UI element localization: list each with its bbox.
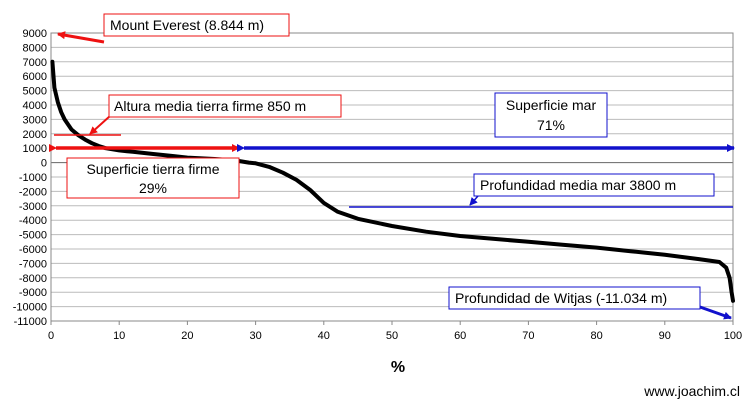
everest-arrow [57,31,105,44]
y-tick-label: -5000 [19,230,47,242]
x-tick-label: 30 [249,330,261,342]
witjas-label: Profundidad de Witjas (-11.034 m) [448,286,701,310]
y-tick-label: 5000 [23,86,47,98]
sea-surface-label: Superficie mar 71% [494,92,608,138]
sea-mean-arrow [469,195,479,206]
y-tick-label: -6000 [19,244,47,256]
x-tick-label: 90 [659,330,671,342]
land-mean-arrow [89,115,111,135]
y-tick-label: 7000 [23,57,47,69]
y-tick-label: 0 [41,158,47,170]
y-tick-label: -8000 [19,273,47,285]
x-axis-label: % [391,359,405,376]
everest-label: Mount Everest (8.844 m) [103,13,290,37]
x-tick-label: 80 [590,330,602,342]
y-tick-label: -2000 [19,186,47,198]
x-tick-label: 0 [48,330,54,342]
svg-text:Superficie tierra firme: Superficie tierra firme [86,161,219,177]
sea-mean-label: Profundidad media mar 3800 m [473,173,715,197]
svg-text:Superficie mar: Superficie mar [506,97,597,113]
credit: www.joachim.cl [643,383,740,399]
svg-text:Mount Everest (8.844 m): Mount Everest (8.844 m) [110,17,264,33]
y-tick-label: 6000 [23,71,47,83]
svg-text:71%: 71% [537,117,565,133]
y-tick-labels: 9000 8000 7000 6000 5000 4000 3000 2000 1000 0 -10… [13,28,47,328]
svg-text:Profundidad media mar 3800 m: Profundidad media mar 3800 m [480,177,676,193]
y-tick-label: -9000 [19,287,47,299]
x-tick-label: 40 [318,330,330,342]
y-tick-label: 9000 [23,28,47,40]
svg-text:Profundidad de Witjas (-11.034: Profundidad de Witjas (-11.034 m) [455,290,667,306]
y-tick-label: 2000 [23,129,47,141]
svg-text:Altura media tierra firme 850: Altura media tierra firme 850 m [114,98,306,114]
y-tick-label: 3000 [23,114,47,126]
y-tick-label: 8000 [23,42,47,54]
witjas-arrow [699,305,732,320]
y-tick-label: -3000 [19,201,47,213]
y-tick-label: -10000 [13,302,47,314]
land-mean-label: Altura media tierra firme 850 m [108,94,342,118]
y-tick-label: -4000 [19,215,47,227]
y-tick-label: -1000 [19,172,47,184]
x-tick-labels: 0 10 20 30 40 50 60 70 80 90 100 [48,321,742,342]
land-surface-label: Superficie tierra firme 29% [66,157,240,199]
y-tick-label: -7000 [19,258,47,270]
x-tick-label: 100 [724,330,742,342]
y-tick-label: -11000 [14,316,47,328]
x-tick-label: 60 [454,330,466,342]
y-tick-label: 1000 [23,143,47,155]
series-line [50,59,735,303]
y-tick-label: 4000 [23,100,47,112]
x-tick-label: 10 [113,330,125,342]
x-tick-label: 50 [386,330,398,342]
x-tick-label: 20 [181,330,193,342]
svg-text:29%: 29% [139,180,167,196]
x-tick-label: 70 [522,330,534,342]
